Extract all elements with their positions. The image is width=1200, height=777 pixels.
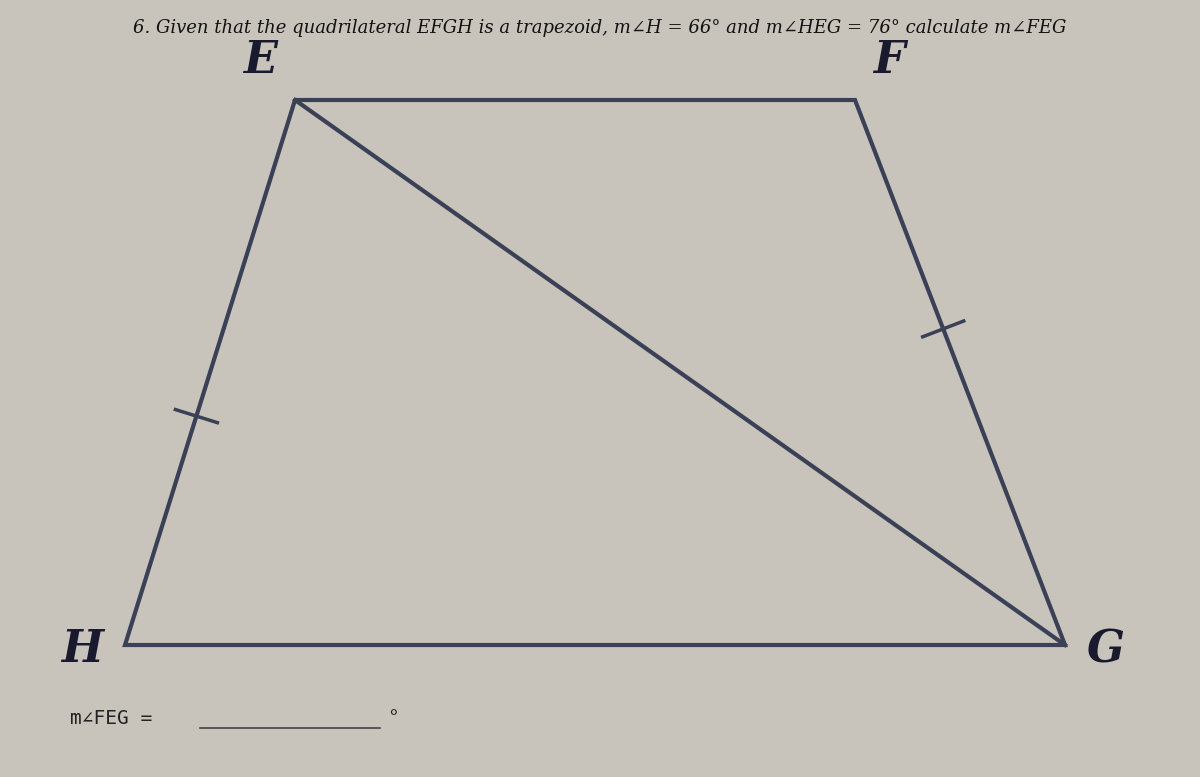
Text: E: E: [244, 39, 277, 82]
Text: 6. Given that the quadrilateral EFGH is a trapezoid, m∠H = 66° and m∠HEG = 76° c: 6. Given that the quadrilateral EFGH is …: [133, 19, 1067, 37]
Text: G: G: [1087, 629, 1126, 671]
Text: m∠FEG =: m∠FEG =: [70, 709, 152, 727]
Text: H: H: [61, 629, 103, 671]
Text: F: F: [874, 39, 905, 82]
Text: °: °: [388, 709, 397, 727]
